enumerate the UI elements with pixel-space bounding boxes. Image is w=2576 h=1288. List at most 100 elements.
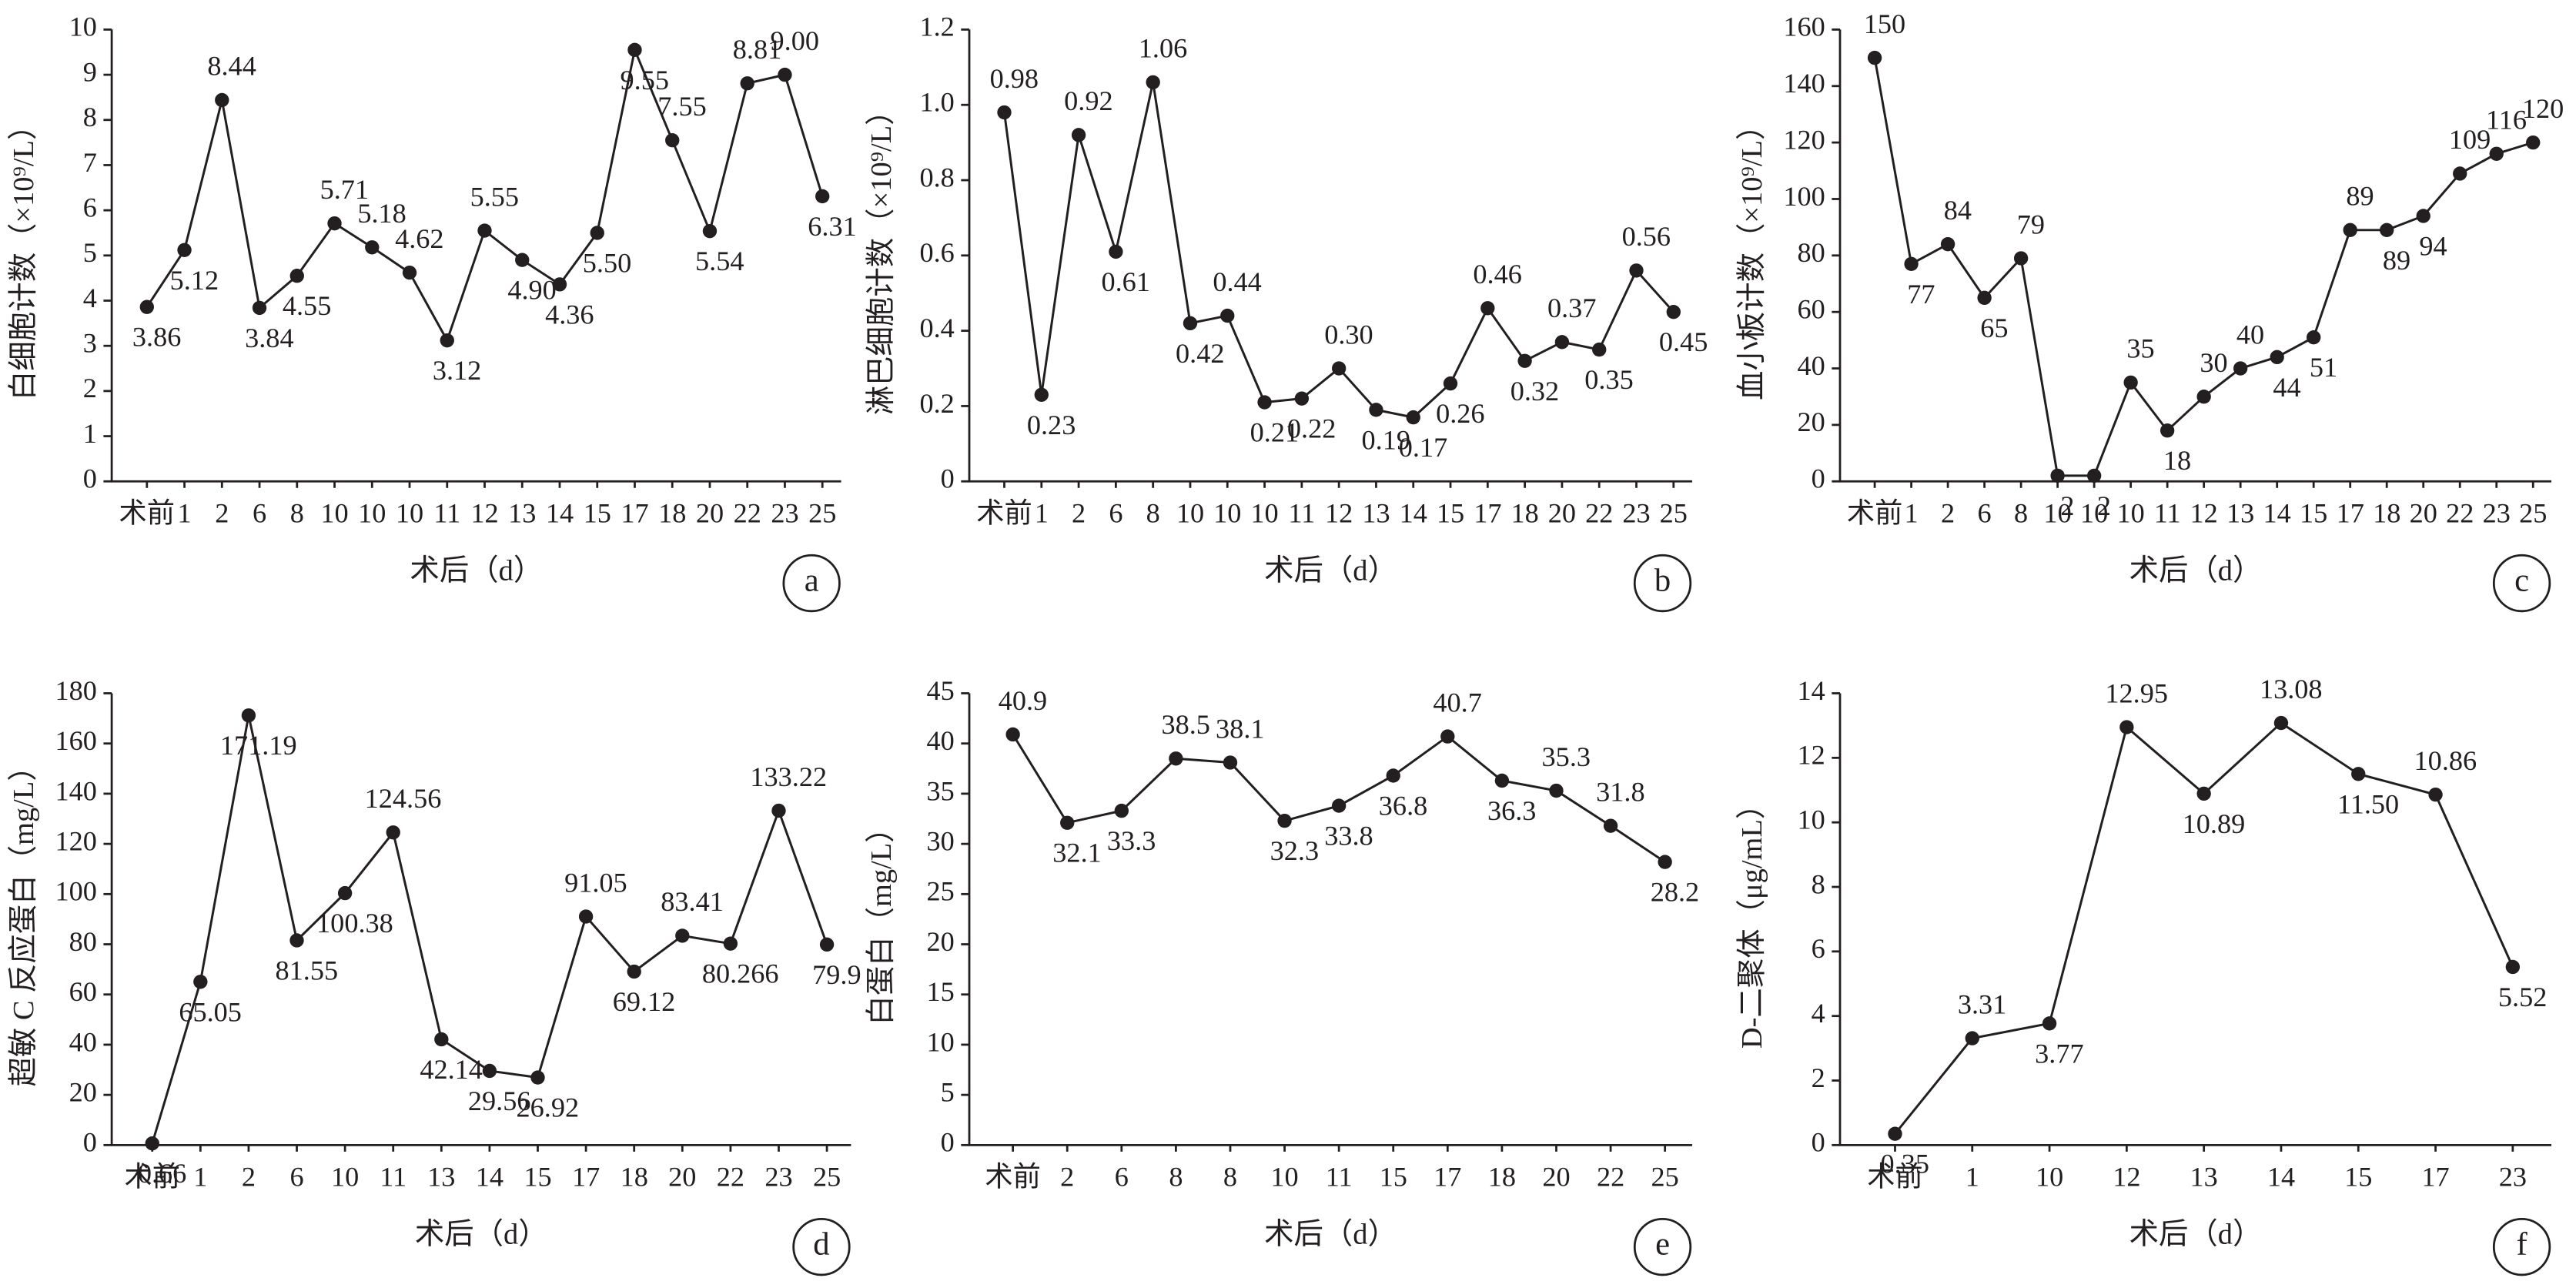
data-label: 0.46 — [1473, 259, 1521, 289]
data-point — [2505, 959, 2521, 975]
data-point — [2428, 787, 2443, 802]
x-tick-label: 18 — [1510, 497, 1538, 528]
data-label: 35 — [2126, 333, 2154, 364]
panel: 0 20 40 60 80 100 120 140 160 180 术前 1 2 6 10 11 13 14 15 1… — [7, 675, 861, 1276]
x-tick-label: 18 — [2373, 497, 2400, 528]
x-tick-label: 1 — [177, 497, 191, 528]
panel: 0 5 10 15 20 25 30 35 40 45 术前 2 6 8 8 10 11 15 17 18 20 22 25… — [865, 675, 1699, 1276]
data-point — [1940, 236, 1955, 252]
x-tick-label: 17 — [1474, 497, 1501, 528]
data-label: 35.3 — [1542, 741, 1591, 772]
data-label: 3.12 — [433, 355, 481, 386]
x-tick-label: 10 — [2117, 497, 2145, 528]
x-tick-label: 1 — [1035, 497, 1049, 528]
data-point — [1592, 342, 1607, 357]
data-label: 10.89 — [2183, 808, 2246, 839]
y-tick-label: 0 — [941, 463, 955, 494]
x-tick-label: 术前 — [1867, 1161, 1923, 1192]
data-point — [778, 67, 792, 82]
x-tick-label: 23 — [2499, 1161, 2527, 1192]
data-label: 18 — [2163, 445, 2191, 476]
x-tick-label: 23 — [771, 497, 798, 528]
x-tick-label: 12 — [2190, 497, 2218, 528]
data-point — [1386, 768, 1400, 783]
panel-letter: f — [2516, 1226, 2527, 1262]
y-tick-label: 10 — [927, 1026, 955, 1057]
data-label: 30 — [2200, 347, 2227, 378]
panel-letter: c — [2514, 562, 2529, 598]
data-point — [289, 269, 304, 283]
x-tick-label: 25 — [808, 497, 836, 528]
x-tick-label: 术前 — [1847, 497, 1903, 528]
x-tick-label: 18 — [1488, 1161, 1516, 1192]
y-tick-label: 45 — [927, 675, 955, 706]
data-label: 79.9 — [812, 959, 861, 990]
x-tick-label: 17 — [621, 497, 648, 528]
x-tick-label: 15 — [1380, 1161, 1407, 1192]
y-tick-label: 60 — [1798, 294, 1825, 325]
data-point — [819, 937, 835, 952]
data-point — [2416, 209, 2430, 223]
y-tick-label: 180 — [55, 675, 96, 706]
x-tick-label: 8 — [1146, 497, 1160, 528]
data-label: 8.44 — [207, 51, 256, 82]
data-point — [1169, 751, 1183, 766]
data-point — [365, 240, 380, 255]
x-axis-label: 术后（d） — [410, 555, 543, 587]
x-tick-label: 18 — [658, 497, 686, 528]
x-tick-label: 23 — [1622, 497, 1650, 528]
data-label: 80.266 — [702, 958, 779, 989]
y-tick-label: 6 — [1812, 933, 1825, 964]
y-tick-label: 0.8 — [919, 162, 954, 192]
x-tick-label: 8 — [2014, 497, 2028, 528]
x-axis-label: 术后（d） — [415, 1219, 548, 1251]
y-tick-label: 12 — [1798, 740, 1825, 771]
data-label: 89 — [2383, 245, 2410, 276]
data-point — [1277, 813, 1292, 828]
x-axis-label: 术后（d） — [1264, 555, 1397, 587]
data-label: 0.37 — [1547, 293, 1596, 323]
data-label: 10.86 — [2414, 745, 2477, 776]
data-point — [1257, 395, 1272, 410]
y-tick-label: 160 — [55, 725, 96, 756]
data-point — [193, 975, 208, 989]
data-point — [723, 936, 738, 951]
data-label: 0.44 — [1213, 266, 1261, 297]
data-point — [1369, 403, 1383, 417]
data-point — [2196, 390, 2211, 404]
data-label: 8.81 — [733, 34, 781, 65]
y-tick-label: 140 — [55, 775, 96, 806]
x-tick-label: 术前 — [119, 497, 176, 528]
y-tick-label: 35 — [927, 775, 955, 806]
data-label: 116 — [2486, 105, 2527, 135]
x-tick-label: 25 — [1660, 497, 1688, 528]
x-tick-label: 6 — [1109, 497, 1122, 528]
data-point — [1220, 308, 1235, 323]
x-tick-label: 6 — [289, 1161, 303, 1192]
data-point — [386, 825, 400, 840]
y-tick-label: 10 — [1798, 805, 1825, 835]
x-tick-label: 20 — [1548, 497, 1576, 528]
data-point — [665, 133, 680, 148]
data-point — [2042, 1016, 2057, 1031]
data-label: 44 — [2273, 372, 2300, 403]
x-tick-label: 11 — [380, 1161, 406, 1192]
data-point — [1666, 305, 1681, 319]
data-point — [1331, 798, 1347, 813]
x-tick-label: 13 — [508, 497, 536, 528]
data-point — [1867, 50, 1882, 65]
data-label: 91.05 — [564, 867, 627, 898]
y-tick-label: 1 — [83, 418, 97, 449]
data-label: 150 — [1864, 8, 1905, 39]
x-tick-label: 6 — [1978, 497, 1992, 528]
data-point — [1071, 128, 1086, 142]
data-label: 26.92 — [517, 1092, 580, 1123]
x-tick-label: 1 — [1965, 1161, 1979, 1192]
data-point — [337, 885, 353, 901]
y-tick-label: 6 — [83, 192, 97, 222]
data-label: 69.12 — [613, 986, 676, 1017]
y-tick-label: 0.6 — [919, 237, 954, 268]
y-tick-label: 0 — [941, 1127, 955, 1158]
y-tick-label: 9 — [83, 56, 97, 87]
